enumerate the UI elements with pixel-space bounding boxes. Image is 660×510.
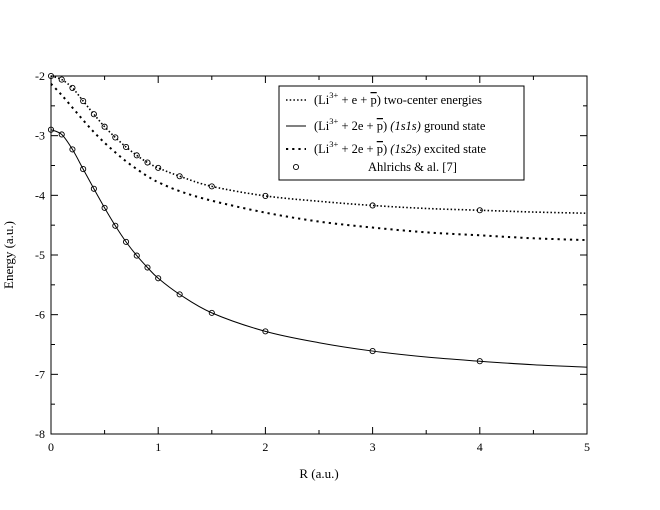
- reference-data-point: [369, 202, 376, 209]
- legend-box: [278, 85, 525, 181]
- series-line-1: [50, 75, 588, 215]
- reference-data-point: [80, 166, 87, 173]
- y-tick-label: -2: [35, 69, 45, 83]
- x-tick-label: 4: [477, 440, 483, 454]
- reference-data-point: [133, 152, 140, 159]
- series-line-2: [50, 129, 588, 368]
- y-tick-label: -8: [35, 427, 45, 441]
- antiproton-symbol: p: [377, 119, 383, 133]
- reference-data-point: [144, 159, 151, 166]
- reference-data-point: [208, 183, 215, 190]
- reference-data-point: [122, 238, 130, 245]
- y-tick-label: -6: [35, 308, 45, 322]
- reference-data-point: [69, 146, 76, 153]
- reference-data-point: [133, 252, 140, 259]
- reference-data-point: [69, 84, 76, 91]
- reference-data-point: [476, 358, 483, 365]
- reference-data-point: [262, 328, 269, 335]
- reference-data-point: [155, 164, 162, 171]
- reference-data-point: [112, 222, 119, 229]
- x-tick-label: 5: [584, 440, 590, 454]
- reference-data-point: [208, 309, 215, 316]
- antiproton-symbol: p: [370, 93, 376, 107]
- reference-data-point: [112, 134, 119, 141]
- x-tick-label: 2: [262, 440, 268, 454]
- reference-data-point: [122, 143, 130, 151]
- y-tick-label: -3: [35, 129, 45, 143]
- antiproton-symbol: p: [377, 142, 383, 156]
- x-tick-label: 3: [370, 440, 376, 454]
- reference-data-point: [101, 123, 108, 130]
- reference-data-point: [90, 185, 97, 192]
- reference-data-point: [262, 192, 269, 199]
- reference-data-point: [90, 111, 97, 118]
- reference-data-point: [476, 207, 483, 214]
- reference-data-point: [80, 98, 87, 105]
- reference-data-point: [176, 291, 183, 298]
- legend-entry-1: (Li3+ + e + p) two-center energies: [314, 90, 482, 107]
- y-tick-label: -4: [35, 188, 45, 202]
- y-tick-label: -7: [35, 367, 45, 381]
- reference-data-point: [101, 204, 108, 211]
- legend-entry-3: (Li3+ + 2e + p) (1s2s) excited state: [314, 139, 487, 156]
- legend-entry-2: (Li3+ + 2e + p) (1s1s) ground state: [314, 116, 486, 133]
- reference-data-point: [58, 76, 65, 83]
- legend-entry-reference: Ahlrichs & al. [7]: [368, 160, 457, 174]
- legend: (Li3+ + e + p) two-center energies (Li3+ …: [278, 85, 525, 181]
- plot-series: [47, 72, 588, 368]
- x-tick-label: 1: [155, 440, 161, 454]
- x-tick-label: 0: [48, 440, 54, 454]
- reference-data-point: [155, 275, 162, 282]
- y-tick-label: -5: [35, 248, 45, 262]
- reference-data-point: [144, 264, 151, 271]
- reference-data-point: [369, 348, 376, 355]
- axis-ticks: 0 1 2 3 4 5 -2 -3 -4 -5 -6 -7 -8: [35, 69, 590, 454]
- reference-data-point: [176, 173, 183, 180]
- y-axis-label: Energy (a.u.): [1, 221, 16, 289]
- reference-data-point: [58, 131, 65, 138]
- legend-marker: [292, 163, 300, 171]
- series-line-3: [50, 83, 588, 242]
- x-axis-label: R (a.u.): [299, 466, 338, 481]
